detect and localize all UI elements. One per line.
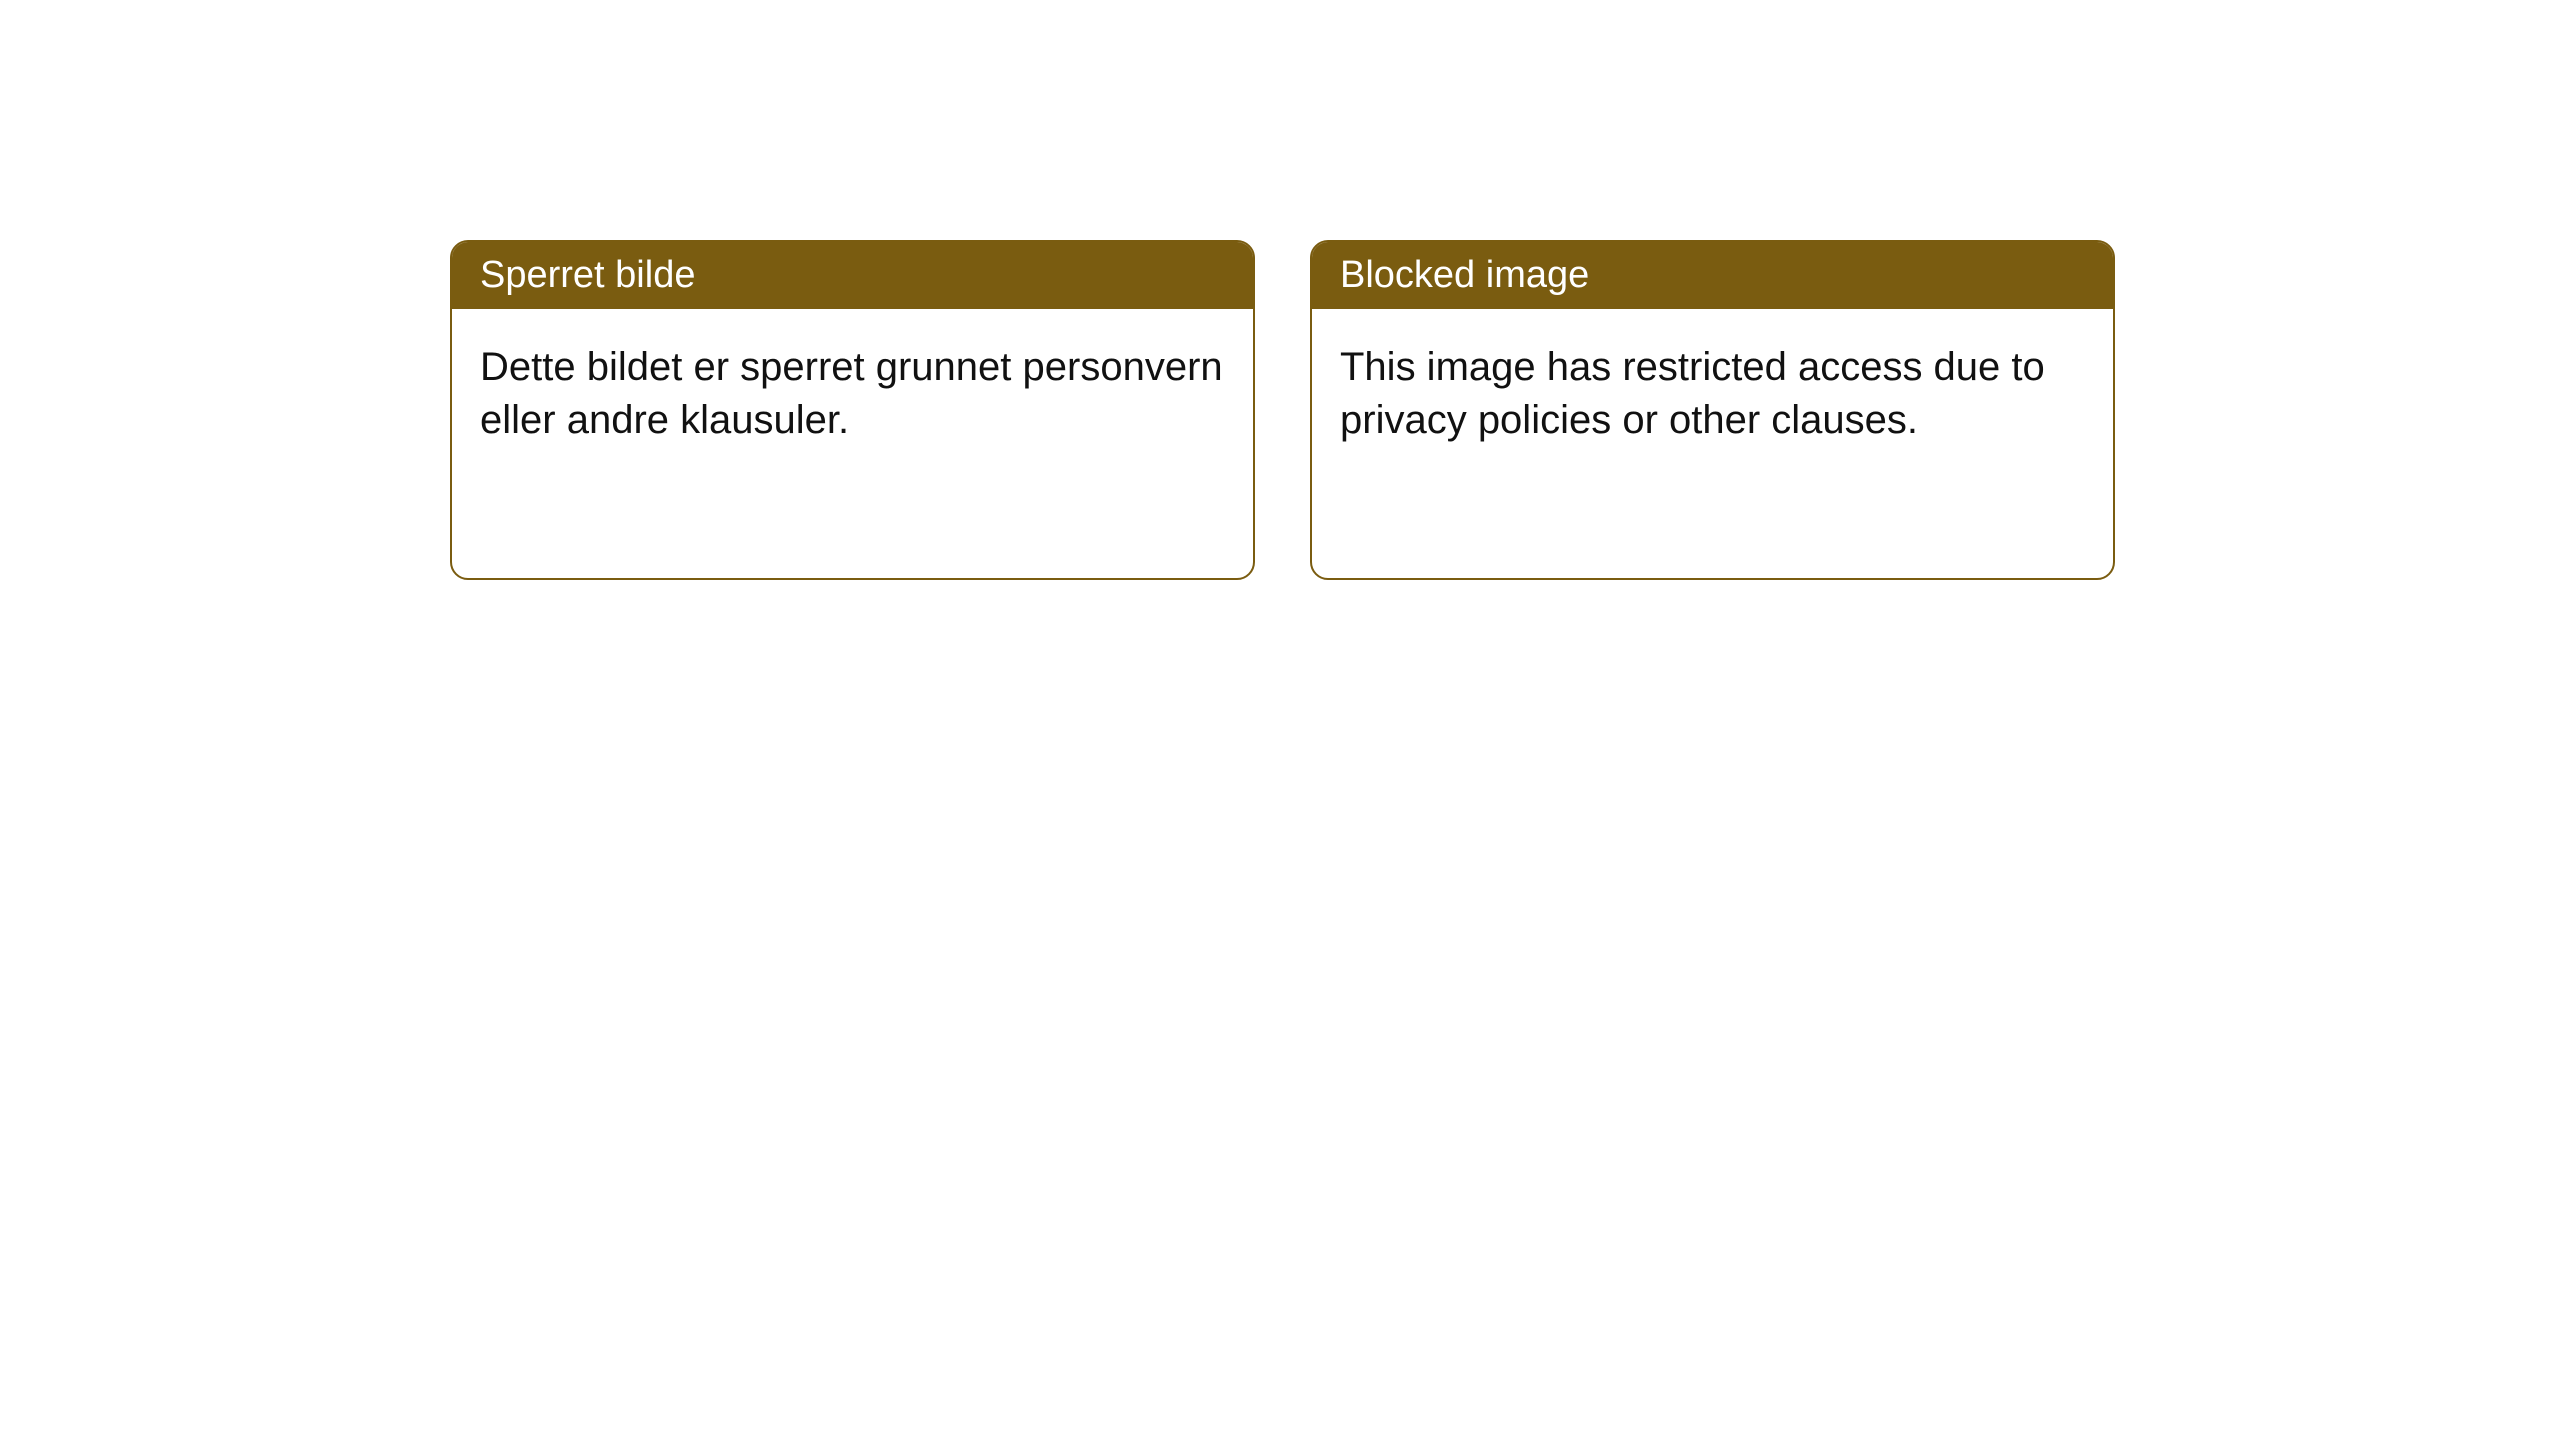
card-body: Dette bildet er sperret grunnet personve… [452,309,1253,479]
card-body-text: Dette bildet er sperret grunnet personve… [480,345,1223,442]
card-body-text: This image has restricted access due to … [1340,345,2045,442]
card-header: Blocked image [1312,242,2113,309]
card-title: Sperret bilde [480,254,695,296]
card-title: Blocked image [1340,254,1589,296]
notice-cards-container: Sperret bilde Dette bildet er sperret gr… [0,0,2560,580]
card-header: Sperret bilde [452,242,1253,309]
notice-card-norwegian: Sperret bilde Dette bildet er sperret gr… [450,240,1255,580]
card-body: This image has restricted access due to … [1312,309,2113,479]
notice-card-english: Blocked image This image has restricted … [1310,240,2115,580]
